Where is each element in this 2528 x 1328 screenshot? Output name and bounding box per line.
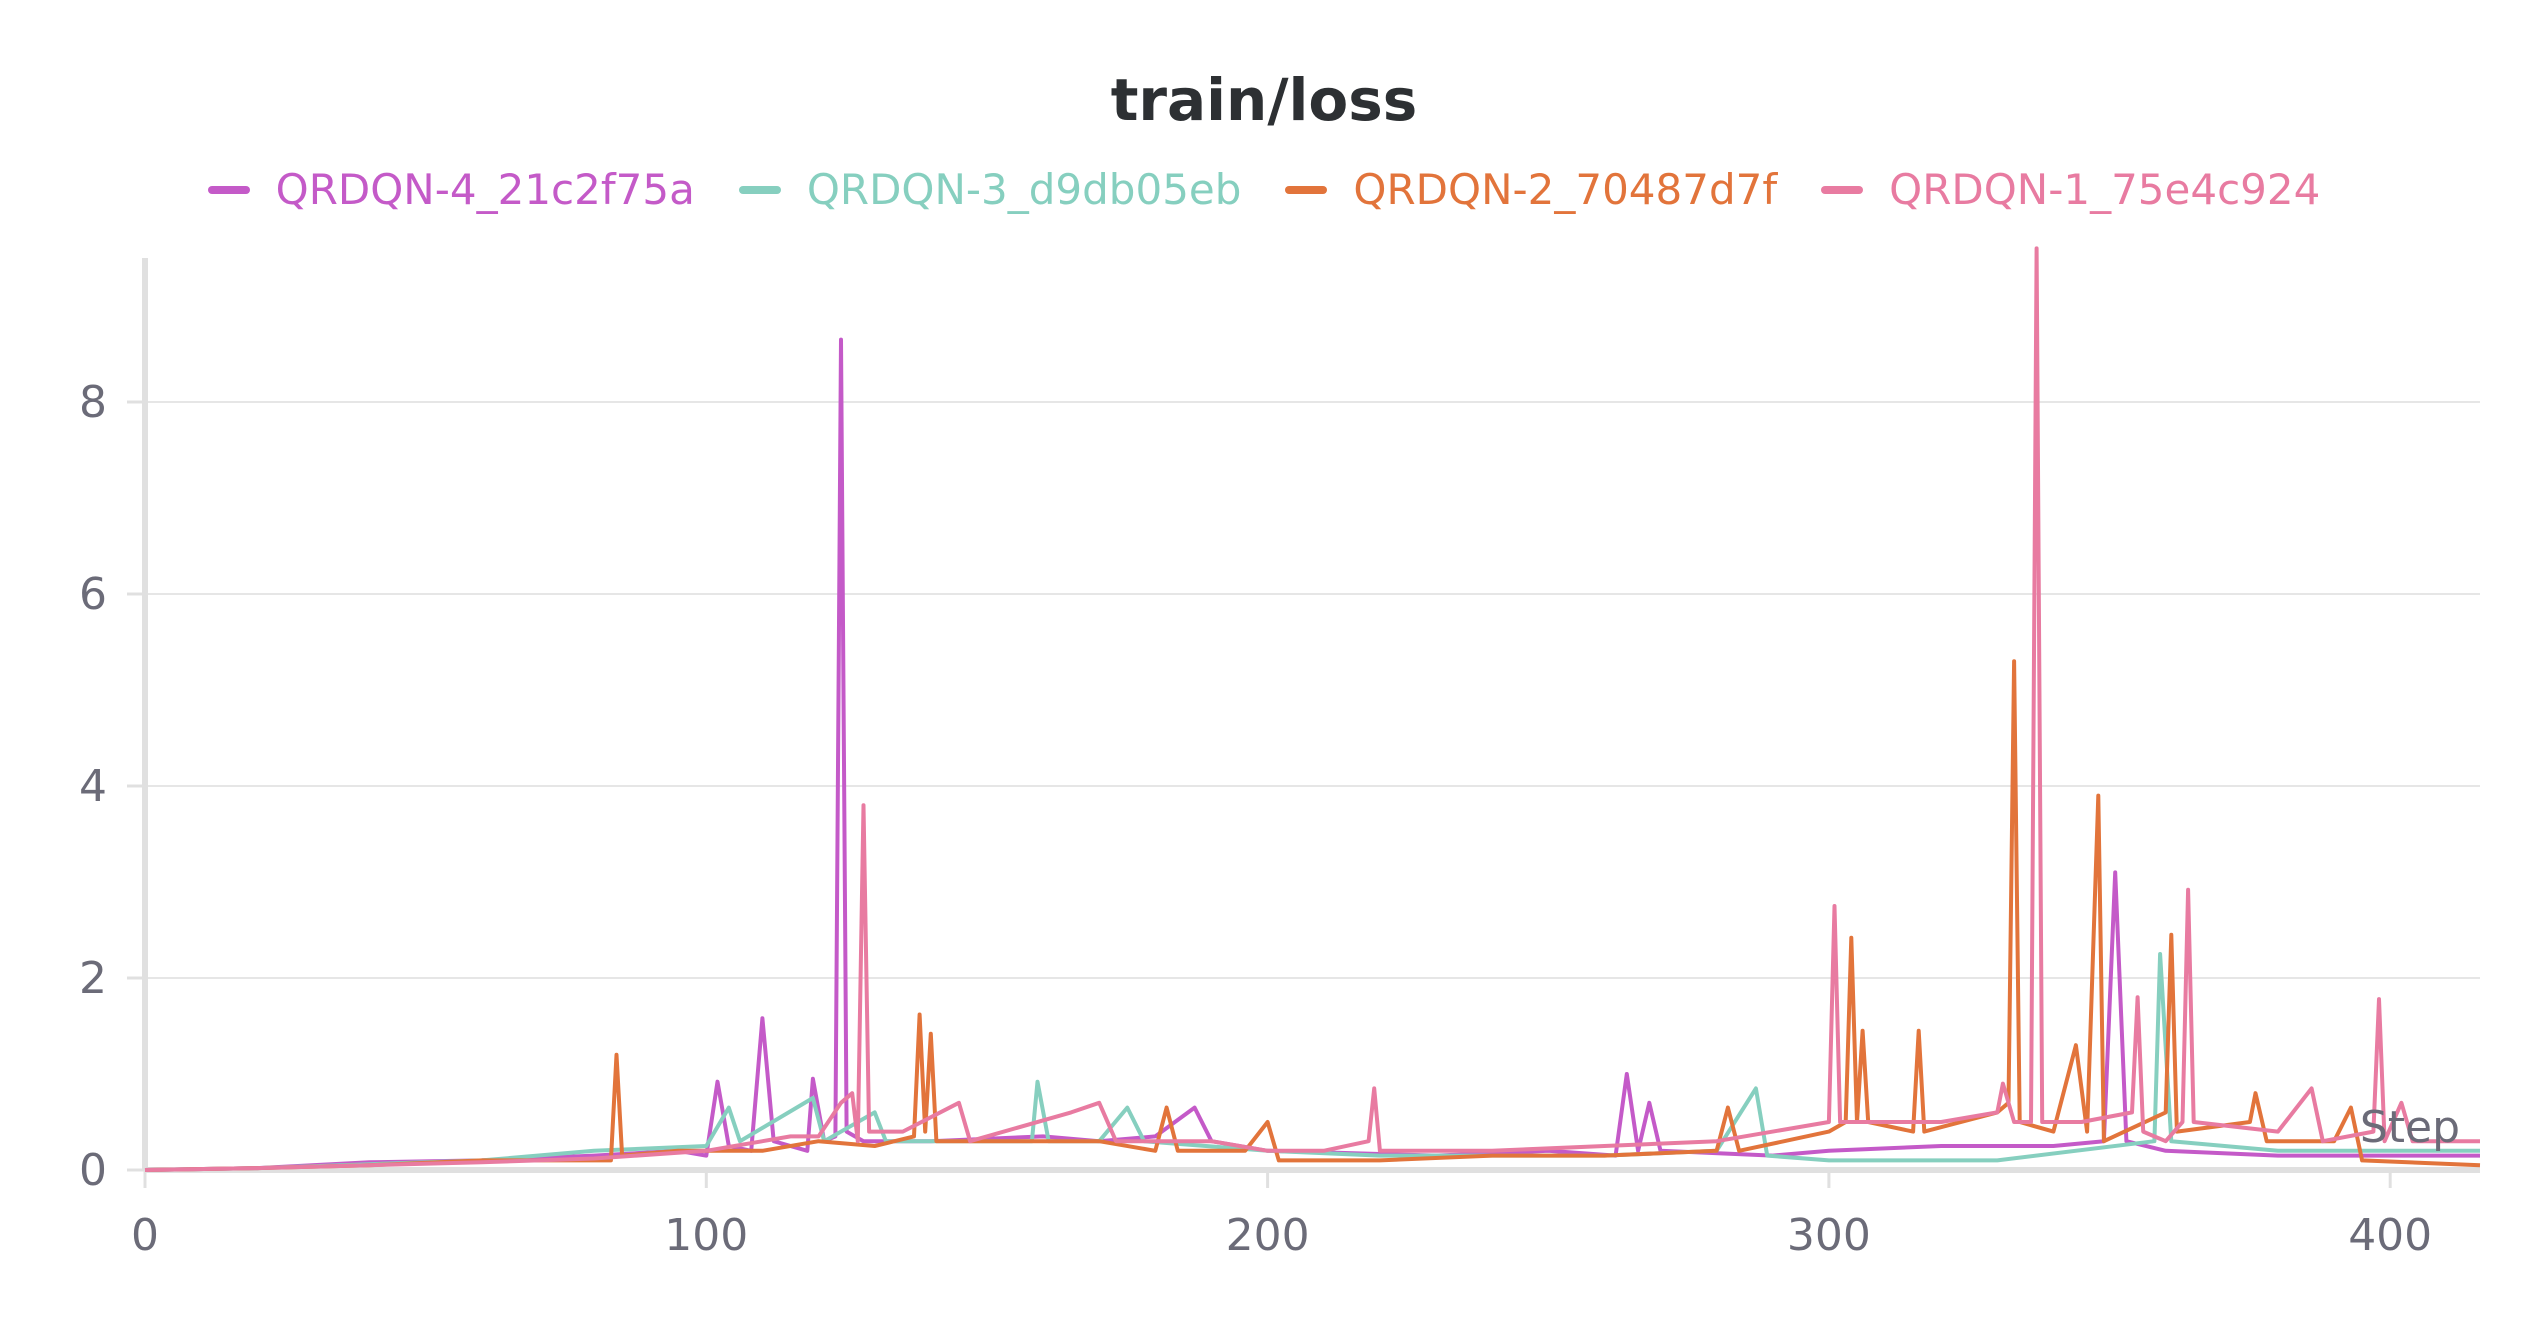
legend-swatch — [738, 185, 781, 194]
x-tick-label: 200 — [1226, 1210, 1310, 1261]
legend-item: QRDQN-2_70487d7f — [1285, 165, 1777, 214]
x-tick-label: 300 — [1787, 1210, 1871, 1261]
x-tick-label: 0 — [131, 1210, 159, 1261]
y-tick-label: 2 — [79, 953, 107, 1004]
legend-swatch — [1821, 185, 1864, 194]
chart-title: train/loss — [1110, 66, 1418, 134]
series-line-1 — [144, 337, 2480, 1172]
chart-legend: QRDQN-4_21c2f75a QRDQN-3_d9db05eb QRDQN-2_… — [0, 165, 2528, 214]
y-tick-label: 6 — [79, 569, 107, 620]
x-tick-label: 100 — [664, 1210, 748, 1261]
x-tick-label: 400 — [2348, 1210, 2432, 1261]
legend-swatch — [1285, 185, 1328, 194]
legend-swatch — [207, 185, 250, 194]
series-line-2 — [144, 952, 2480, 1172]
legend-label: QRDQN-3_d9db05eb — [806, 165, 1242, 214]
series-line-3 — [144, 659, 2481, 1172]
legend-item: QRDQN-3_d9db05eb — [738, 165, 1242, 214]
y-tick-label: 8 — [79, 377, 107, 428]
legend-label: QRDQN-1_75e4c924 — [1889, 165, 2321, 214]
y-tick-label: 4 — [79, 761, 107, 812]
legend-item: QRDQN-4_21c2f75a — [207, 165, 695, 214]
legend-label: QRDQN-2_70487d7f — [1353, 165, 1778, 214]
legend-label: QRDQN-4_21c2f75a — [275, 165, 695, 214]
x-axis-label: Step — [2360, 1102, 2460, 1153]
y-tick-label: 0 — [79, 1145, 107, 1196]
series-line-4 — [144, 246, 2480, 1172]
legend-item: QRDQN-1_75e4c924 — [1821, 165, 2320, 214]
